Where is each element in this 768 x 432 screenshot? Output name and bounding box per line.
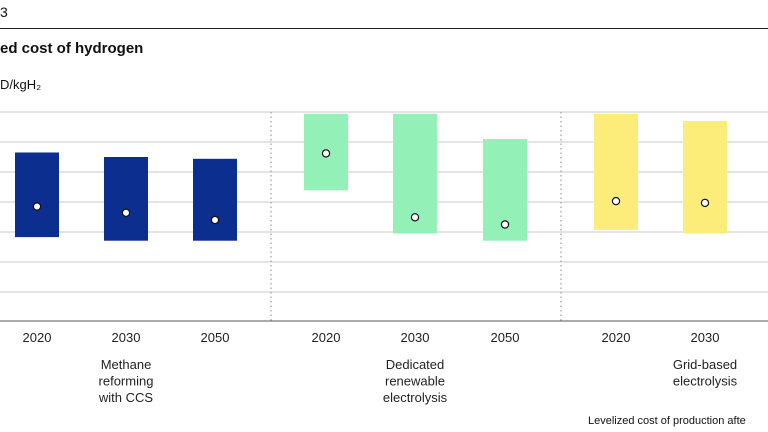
x-tick-label: 2020	[602, 330, 631, 345]
footnote: Levelized cost of production afte	[588, 415, 746, 427]
midpoint-marker	[121, 208, 131, 217]
group-label: Grid-based	[673, 357, 737, 372]
y-axis-unit: D/kgH₂	[0, 77, 42, 92]
midpoint-marker	[410, 213, 420, 222]
range-bar	[683, 121, 727, 234]
group-label: electrolysis	[673, 374, 738, 389]
x-tick-label: 2020	[312, 330, 341, 345]
x-tick-label: 2030	[401, 330, 430, 345]
group-label: reforming	[99, 374, 154, 389]
group-label: renewable	[385, 374, 445, 389]
group-label: Methane	[101, 357, 152, 372]
range-bar	[104, 157, 148, 241]
group-label: with CCS	[98, 390, 154, 405]
group-label: electrolysis	[383, 390, 448, 405]
x-tick-label: 2050	[201, 330, 230, 345]
range-bar	[193, 158, 237, 241]
midpoint-marker	[321, 149, 331, 158]
x-tick-label: 2030	[691, 330, 720, 345]
midpoint-marker	[500, 220, 510, 229]
top-divider	[0, 28, 768, 29]
chart-title: ed cost of hydrogen	[0, 40, 144, 57]
group-label: Dedicated	[386, 357, 445, 372]
midpoint-marker	[611, 196, 621, 206]
midpoint-marker	[700, 198, 710, 208]
midpoint-marker	[32, 202, 42, 211]
range-bar	[594, 113, 638, 230]
x-tick-label: 2030	[112, 330, 141, 345]
x-tick-label: 2020	[23, 330, 52, 345]
midpoint-marker	[210, 215, 220, 225]
exhibit-label: 3	[0, 4, 8, 20]
range-bar	[15, 152, 59, 238]
x-tick-label: 2050	[491, 330, 520, 345]
